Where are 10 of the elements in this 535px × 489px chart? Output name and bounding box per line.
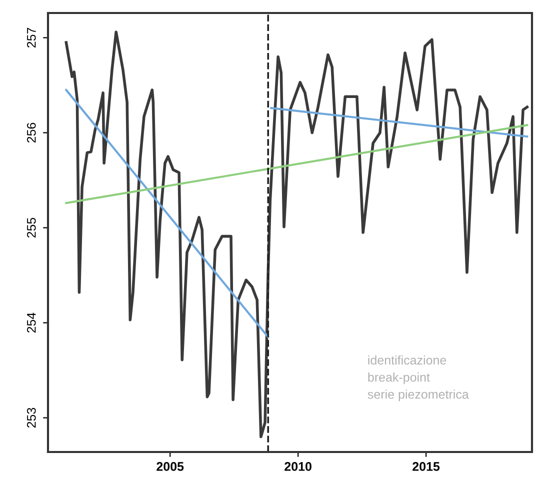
y-tick-label: 253 [26,408,36,428]
x-tick-label: 2005 [156,462,184,471]
y-tick-label: 257 [26,28,36,48]
x-tick-label: 2015 [412,462,440,471]
y-tick-label: 254 [26,312,36,333]
y-tick-label: 255 [26,218,36,238]
line-series [64,30,529,438]
y-tick-label: 256 [26,122,36,143]
annotation: identificazione break-point serie piezometrica [368,355,469,402]
x-tick-label: 2010 [284,462,312,471]
